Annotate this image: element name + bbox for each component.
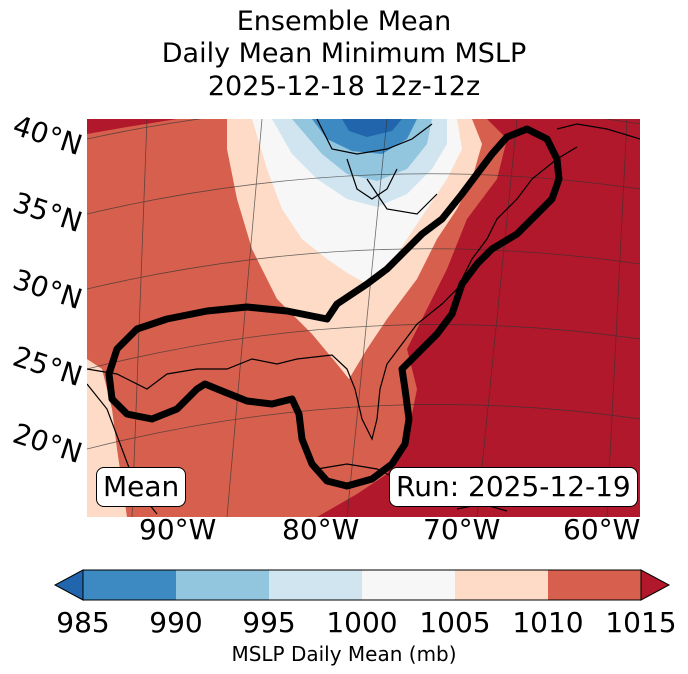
colorbar-tick-990: 990 <box>149 606 203 639</box>
graticule <box>87 119 640 517</box>
title-line-1: Ensemble Mean <box>236 6 452 37</box>
lon-label-90w: 90°W <box>139 513 217 546</box>
lat-label-35n: 35°N <box>8 185 87 240</box>
colorbar-label: MSLP Daily Mean (mb) <box>231 642 457 666</box>
colorbar <box>53 569 671 601</box>
lat-label-20n: 20°N <box>8 416 87 471</box>
colorbar-tick-1010: 1010 <box>512 606 584 639</box>
colorbar-extend-low <box>53 569 84 601</box>
lat-label-40n: 40°N <box>8 108 87 163</box>
run-date-box: Run: 2025-12-19 <box>389 467 638 507</box>
mslp-field-core <box>342 119 402 137</box>
map-panel <box>87 119 640 517</box>
colorbar-tick-985: 985 <box>56 606 110 639</box>
colorbar-cell <box>455 570 548 600</box>
title-line-3: 2025-12-18 12z-12z <box>207 71 481 102</box>
map-svg <box>87 119 640 517</box>
colorbar-cell <box>83 570 176 600</box>
lon-label-70w: 70°W <box>423 513 501 546</box>
lon-label-80w: 80°W <box>282 513 360 546</box>
highlight-outline <box>105 125 563 490</box>
colorbar-tick-1015: 1015 <box>605 606 677 639</box>
colorbar-tick-995: 995 <box>242 606 296 639</box>
title-line-2: Daily Mean Minimum MSLP <box>161 38 527 69</box>
lat-label-25n: 25°N <box>8 339 87 394</box>
colorbar-cell <box>548 570 641 600</box>
colorbar-cell <box>362 570 455 600</box>
colorbar-outline <box>82 569 642 601</box>
colorbar-cell <box>176 570 269 600</box>
colorbar-extend-high <box>640 569 671 601</box>
lat-label-30n: 30°N <box>8 262 87 317</box>
lon-label-60w: 60°W <box>563 513 641 546</box>
colorbar-tick-1005: 1005 <box>419 606 491 639</box>
colorbar-cell <box>269 570 362 600</box>
colorbar-tick-1000: 1000 <box>326 606 398 639</box>
mean-label-box: Mean <box>96 467 187 507</box>
